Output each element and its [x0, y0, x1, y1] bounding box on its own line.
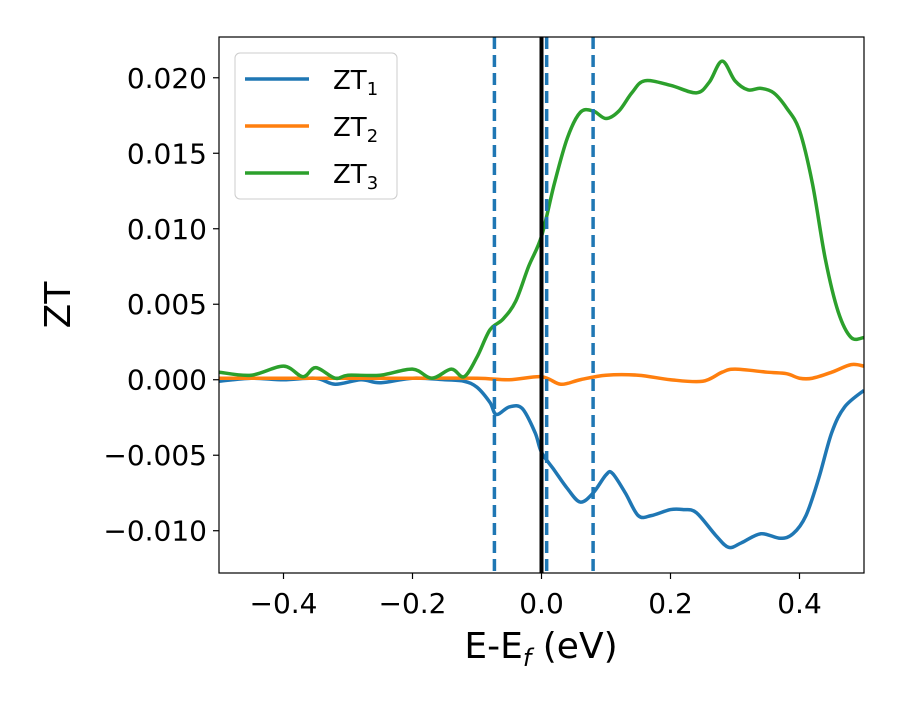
- legend-label-zt2: ZT2: [333, 113, 378, 147]
- series-line-zt2: [219, 362, 864, 387]
- x-tick-label: 0.4: [777, 587, 822, 620]
- y-tick-label: −0.005: [103, 439, 207, 472]
- legend-box: [234, 52, 398, 200]
- y-axis-label: ZT: [38, 281, 79, 329]
- x-tick-label: −0.2: [379, 587, 447, 620]
- legend-label-zt3: ZT3: [333, 160, 378, 194]
- y-tick-label: 0.005: [127, 288, 207, 321]
- y-tick-label: 0.000: [127, 364, 207, 397]
- x-tick-label: 0.2: [648, 587, 693, 620]
- y-tick-label: 0.010: [127, 213, 207, 246]
- legend-label-zt1: ZT1: [333, 66, 378, 100]
- series-line-zt1: [219, 376, 864, 550]
- x-tick-label: 0.0: [519, 587, 564, 620]
- x-axis-label: E-Ef (eV): [464, 626, 617, 672]
- x-tick-label: −0.4: [250, 587, 318, 620]
- legend: ZT1 ZT2 ZT3: [234, 52, 398, 200]
- y-tick-label: 0.020: [127, 62, 207, 95]
- y-tick-label: 0.015: [127, 137, 207, 170]
- series-line-zt3: [219, 59, 864, 381]
- y-tick-label: −0.010: [103, 515, 207, 548]
